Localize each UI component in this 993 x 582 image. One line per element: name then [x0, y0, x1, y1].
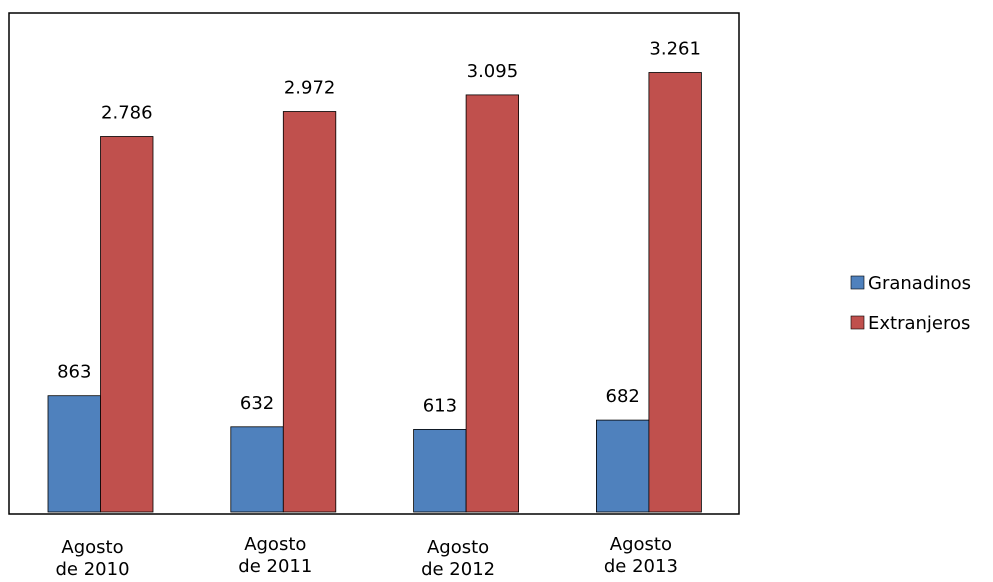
data-label-granadinos-3: 613 — [423, 395, 457, 416]
bars-group — [47, 72, 702, 513]
legend-swatch-extranjeros — [850, 315, 865, 330]
bar-granadinos-3 — [413, 428, 467, 513]
legend-label-granadinos: Granadinos — [868, 273, 971, 294]
data-label-granadinos-4: 682 — [606, 386, 640, 407]
bar-extranjeros-3 — [465, 94, 520, 513]
data-label-extranjeros-4: 3.261 — [649, 39, 701, 60]
category-label-1: Agosto de 2010 — [55, 537, 129, 580]
category-label-2: Agosto de 2011 — [238, 534, 312, 577]
category-label-4: Agosto de 2013 — [604, 534, 678, 577]
bar-extranjeros-1 — [100, 136, 154, 513]
legend-label-extranjeros: Extranjeros — [868, 313, 970, 334]
bar-granadinos-2 — [230, 426, 284, 513]
data-label-granadinos-1: 863 — [57, 362, 91, 383]
value-labels-group: 863 2.786 632 2.972 613 3.095 682 3.261 — [57, 39, 701, 417]
data-label-extranjeros-1: 2.786 — [101, 103, 153, 124]
legend-swatch-granadinos — [850, 275, 865, 290]
data-label-extranjeros-2: 2.972 — [284, 78, 336, 99]
category-label-3: Agosto de 2012 — [421, 537, 495, 580]
data-label-extranjeros-3: 3.095 — [467, 61, 519, 82]
bar-granadinos-1 — [47, 395, 101, 513]
bar-granadinos-4 — [596, 419, 650, 513]
bar-extranjeros-2 — [282, 111, 337, 513]
category-labels-group: Agosto de 2010 Agosto de 2011 Agosto de 2012 A… — [55, 534, 677, 580]
bar-extranjeros-4 — [648, 72, 702, 513]
data-label-granadinos-2: 632 — [240, 393, 274, 414]
legend: Granadinos Extranjeros — [850, 273, 971, 334]
